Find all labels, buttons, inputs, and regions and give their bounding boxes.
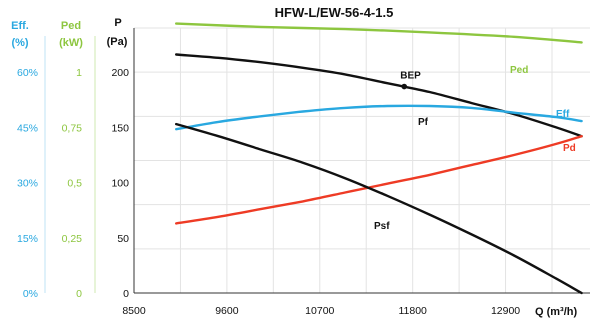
power-axis-title-2: (kW) xyxy=(59,37,83,49)
power-tick-label: 0,75 xyxy=(62,122,83,134)
efficiency-tick-label: 45% xyxy=(17,122,38,134)
series-labels: Ped Pf Eff Pd Psf BEP xyxy=(374,65,576,232)
bep-marker xyxy=(401,83,408,90)
series-label-pf: Pf xyxy=(418,117,429,128)
plot-frame xyxy=(44,28,590,294)
x-tick-label: 8500 xyxy=(122,305,146,317)
bep-label: BEP xyxy=(400,71,421,82)
x-tick-label: 12900 xyxy=(491,305,520,317)
power-tick-label: 1 xyxy=(76,67,82,79)
series-line-psf xyxy=(175,122,583,295)
series-line-ped xyxy=(175,22,583,44)
axis-ticks: 0 0 0% 50 0,25 15% 100 0,5 30% 150 0,75 45% 200 1 60% 8… xyxy=(17,67,520,317)
series-label-eff: Eff xyxy=(556,109,570,120)
power-tick-label: 0,5 xyxy=(67,178,82,190)
pressure-axis-title-2: (Pa) xyxy=(107,36,128,48)
x-tick-label: 10700 xyxy=(305,305,334,317)
pressure-tick-label: 100 xyxy=(111,178,129,190)
series-label-ped: Ped xyxy=(510,65,528,76)
x-tick-label: 11800 xyxy=(398,305,427,317)
power-axis-title-1: Ped xyxy=(61,20,81,32)
efficiency-tick-label: 0% xyxy=(23,288,38,300)
series-label-pd: Pd xyxy=(563,143,576,154)
efficiency-axis-title-2: (%) xyxy=(11,37,28,49)
pressure-tick-label: 200 xyxy=(111,67,129,79)
pressure-tick-label: 0 xyxy=(123,288,129,300)
power-tick-label: 0,25 xyxy=(62,233,83,245)
series-lines xyxy=(175,22,583,295)
x-axis-title: Q (m³/h) xyxy=(535,306,577,318)
chart-title: HFW-L/EW-56-4-1.5 xyxy=(275,5,394,20)
pressure-tick-label: 150 xyxy=(111,122,129,134)
pressure-tick-label: 50 xyxy=(117,233,129,245)
efficiency-tick-label: 30% xyxy=(17,178,38,190)
efficiency-tick-label: 60% xyxy=(17,67,38,79)
series-line-pd xyxy=(175,135,583,225)
x-tick-label: 9600 xyxy=(215,305,239,317)
grid xyxy=(133,27,590,294)
series-line-pf xyxy=(175,53,583,138)
pressure-axis-title-1: P xyxy=(114,17,121,29)
efficiency-axis-title-1: Eff. xyxy=(11,20,29,32)
power-tick-label: 0 xyxy=(76,288,82,300)
series-line-eff xyxy=(175,104,583,131)
series-label-psf: Psf xyxy=(374,221,390,232)
efficiency-tick-label: 15% xyxy=(17,233,38,245)
